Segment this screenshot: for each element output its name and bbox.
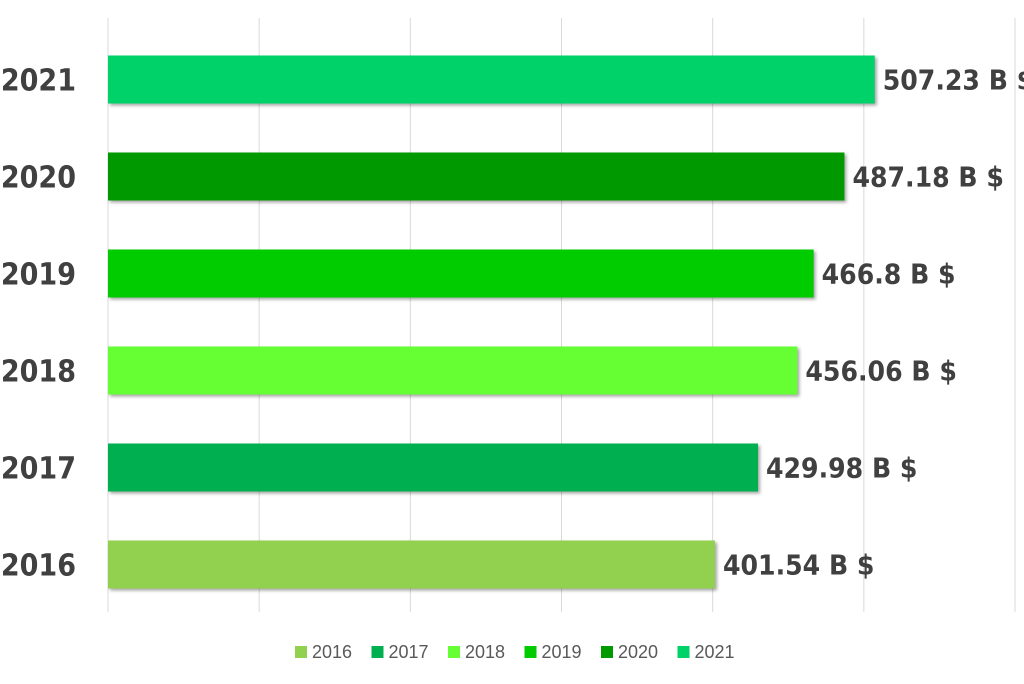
- y-tick-label: 2016: [1, 549, 76, 584]
- y-tick-label: 2017: [1, 452, 76, 487]
- data-label: 429.98 B $: [766, 452, 917, 485]
- bars: [108, 55, 875, 589]
- data-label: 466.8 B $: [822, 258, 956, 291]
- bar-2018: [108, 346, 798, 395]
- data-label: 401.54 B $: [723, 549, 874, 582]
- y-tick-label: 2021: [1, 64, 76, 99]
- legend-swatch-2020: [601, 646, 613, 658]
- legend-swatch-2021: [677, 646, 690, 658]
- data-label: 456.06 B $: [805, 355, 956, 388]
- data-labels: 401.54 B $ 429.98 B $ 456.06 B $ 466.8 B $ 4…: [723, 64, 1024, 582]
- legend-label: 2021: [695, 642, 735, 662]
- legend-label: 2018: [465, 642, 505, 662]
- bar-2016: [108, 540, 715, 589]
- y-tick-label: 2020: [1, 161, 76, 196]
- legend-label: 2016: [312, 642, 352, 662]
- bar-2021: [108, 55, 875, 104]
- legend-label: 2019: [542, 642, 582, 662]
- y-tick-label: 2018: [1, 355, 76, 390]
- legend-swatch-2016: [295, 646, 307, 658]
- legend-swatch-2017: [371, 646, 384, 658]
- y-tick-label: 2019: [1, 258, 76, 293]
- legend-swatch-2019: [524, 646, 537, 658]
- data-label: 507.23 B $: [883, 64, 1024, 97]
- y-axis-tick-labels: 2016 2017 2018 2019 2020 2021: [1, 64, 76, 584]
- legend-label: 2017: [389, 642, 429, 662]
- legend: 2016 2017 2018 2019 2020 2021: [295, 642, 735, 662]
- bar-2019: [108, 249, 814, 298]
- bar-2020: [108, 152, 845, 201]
- gridlines: [107, 18, 1016, 612]
- bar-2017: [108, 443, 758, 492]
- legend-swatch-2018: [448, 646, 460, 658]
- data-label: 487.18 B $: [852, 161, 1003, 194]
- legend-label: 2020: [618, 642, 658, 662]
